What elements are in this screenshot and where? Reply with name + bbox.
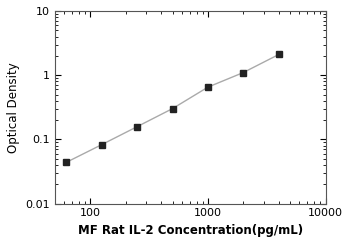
Y-axis label: Optical Density: Optical Density bbox=[7, 62, 20, 153]
X-axis label: MF Rat IL-2 Concentration(pg/mL): MF Rat IL-2 Concentration(pg/mL) bbox=[78, 224, 303, 237]
